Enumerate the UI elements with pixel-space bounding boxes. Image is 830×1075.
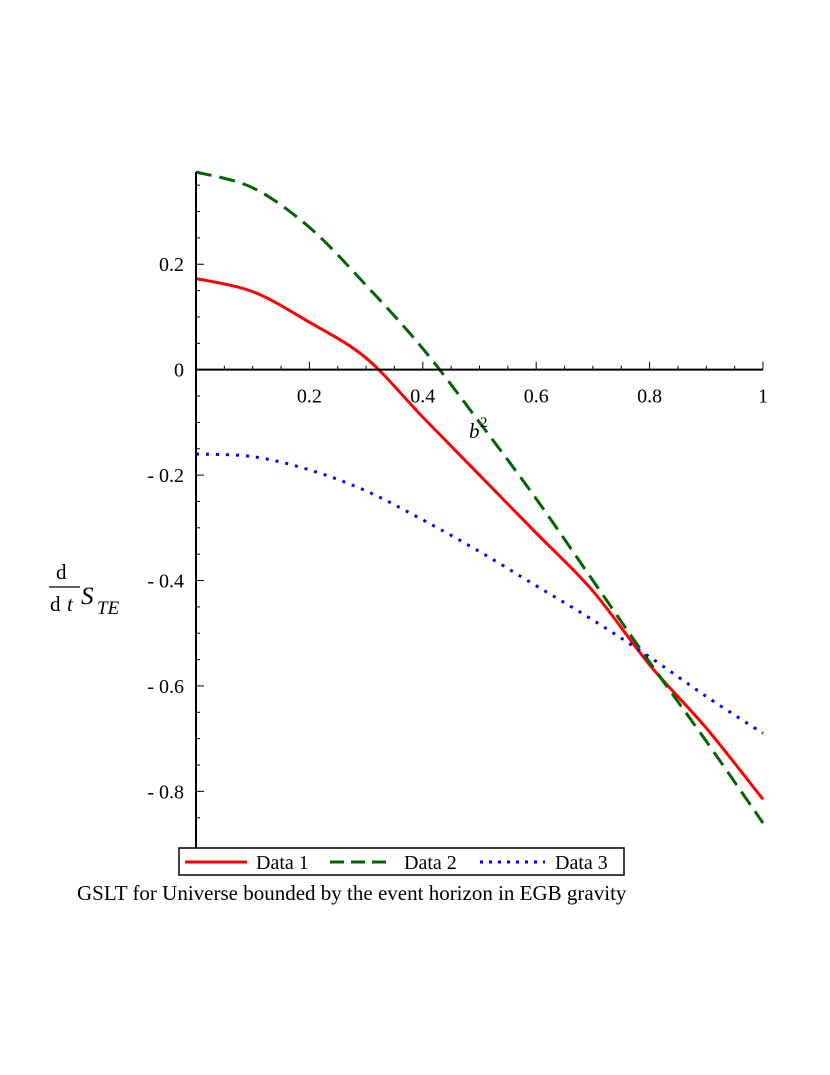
y-tick-label: - 0.6 (147, 676, 184, 698)
y-axis-label-denominator-d: d (50, 592, 61, 616)
y-axis-label: d d t S TE (49, 560, 120, 619)
y-axis-label-symbol: S (81, 583, 94, 610)
x-axis-label: b (469, 419, 480, 443)
x-tick-label: 1 (758, 386, 768, 408)
y-axis-label-subscript: TE (97, 598, 120, 619)
series-line-data-2 (195, 170, 765, 824)
y-tick-label: - 0.2 (147, 465, 184, 487)
legend-label-data-3: Data 3 (555, 852, 608, 874)
legend: Data 1 Data 2 Data 3 (178, 847, 625, 876)
y-tick-label: 0.2 (159, 254, 184, 276)
legend-label-data-1: Data 1 (256, 852, 309, 874)
y-axis-label-numerator: d (56, 560, 67, 584)
legend-box (178, 847, 625, 876)
x-tick-label: 0.8 (637, 386, 662, 408)
x-tick-label: 0.2 (297, 386, 322, 408)
x-tick-label: 0.4 (410, 386, 435, 408)
x-tick-label: 0.6 (524, 386, 549, 408)
y-tick-label: 0 (174, 360, 184, 382)
chart-caption: GSLT for Universe bounded by the event h… (77, 881, 627, 905)
series-line-data-1 (195, 277, 765, 801)
y-tick-label: - 0.8 (147, 781, 184, 803)
y-axis-label-denominator-var: t (67, 592, 74, 616)
legend-label-data-2: Data 2 (404, 852, 457, 874)
x-axis-label-superscript: 2 (480, 415, 488, 431)
y-tick-label: - 0.4 (147, 571, 184, 593)
series-line-data-3 (195, 452, 764, 735)
